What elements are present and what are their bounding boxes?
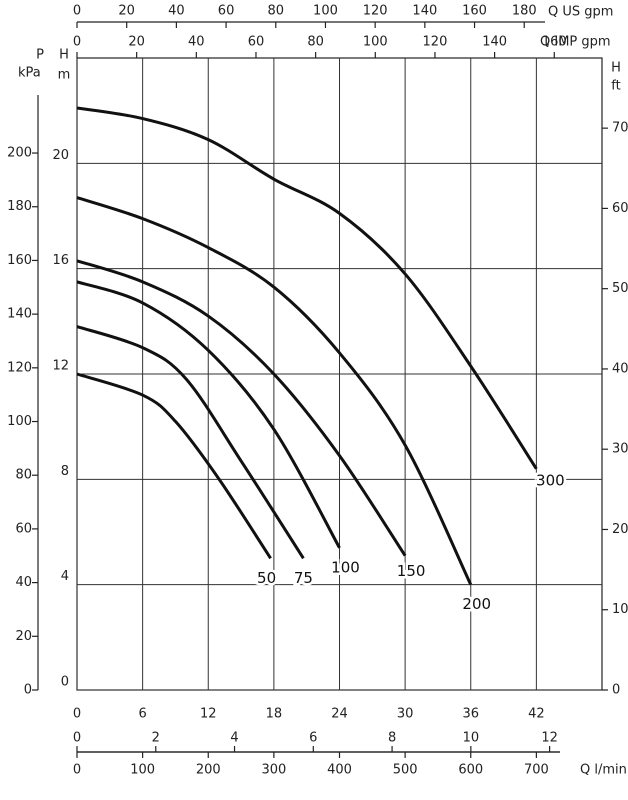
y-tick-label: 100 bbox=[7, 414, 32, 429]
x-tick-label: 120 bbox=[423, 35, 448, 50]
y-tick-label: 80 bbox=[15, 468, 32, 483]
x-tick-label: 100 bbox=[130, 763, 155, 778]
x-tick-label: 0 bbox=[73, 4, 81, 19]
x-tick-label: 180 bbox=[512, 4, 537, 19]
y-tick-label: 8 bbox=[61, 464, 69, 479]
y-tick-label: 140 bbox=[7, 307, 32, 322]
x-tick-label: 40 bbox=[168, 4, 185, 19]
y-tick-label: 30 bbox=[612, 442, 628, 457]
x-tick-label: 200 bbox=[196, 763, 221, 778]
x-tick-label: 300 bbox=[261, 763, 286, 778]
pump-curve bbox=[76, 259, 407, 557]
x-tick-label: 80 bbox=[307, 35, 324, 50]
x-tick-label: 36 bbox=[462, 707, 479, 722]
x-tick-label: 10 bbox=[463, 731, 480, 746]
x-tick-label: 6 bbox=[309, 731, 317, 746]
x-tick-label: 0 bbox=[73, 731, 81, 746]
pump-curve bbox=[76, 372, 272, 560]
curve-label: 200 bbox=[462, 595, 491, 613]
x-axis-title: Q US gpm bbox=[548, 5, 613, 20]
x-tick-label: 160 bbox=[462, 4, 487, 19]
y-axis-title: kPa bbox=[18, 66, 41, 81]
x-tick-label: 0 bbox=[73, 35, 81, 50]
x-tick-label: 4 bbox=[230, 731, 238, 746]
y-tick-label: 120 bbox=[7, 360, 32, 375]
x-tick-label: 700 bbox=[524, 763, 549, 778]
y-tick-label: 180 bbox=[7, 199, 32, 214]
x-tick-label: 100 bbox=[313, 4, 338, 19]
x-tick-label: 8 bbox=[388, 731, 396, 746]
y-axis-title: H bbox=[611, 61, 621, 76]
y-tick-label: 20 bbox=[15, 629, 32, 644]
pump-curve bbox=[76, 196, 473, 586]
y-tick-label: 160 bbox=[7, 253, 32, 268]
x-tick-label: 0 bbox=[73, 763, 81, 778]
x-tick-label: 20 bbox=[128, 35, 145, 50]
x-tick-label: 400 bbox=[327, 763, 352, 778]
y-tick-label: 12 bbox=[52, 359, 69, 374]
x-tick-label: 30 bbox=[397, 707, 414, 722]
y-tick-label: 40 bbox=[15, 575, 32, 590]
curve-label: 300 bbox=[536, 471, 565, 489]
x-tick-label: 100 bbox=[363, 35, 388, 50]
pump-curve bbox=[76, 106, 538, 470]
x-tick-label: 80 bbox=[267, 4, 284, 19]
x-tick-label: 20 bbox=[118, 4, 135, 19]
x-tick-label: 160 bbox=[542, 35, 567, 50]
y-tick-label: 60 bbox=[15, 521, 32, 536]
x-tick-label: 140 bbox=[412, 4, 437, 19]
y-tick-label: 50 bbox=[612, 281, 628, 296]
x-tick-label: 0 bbox=[73, 707, 81, 722]
y-tick-label: 60 bbox=[612, 201, 628, 216]
x-tick-label: 600 bbox=[458, 763, 483, 778]
x-tick-label: 60 bbox=[218, 4, 235, 19]
y-tick-label: 0 bbox=[612, 683, 620, 698]
y-tick-label: 20 bbox=[612, 522, 628, 537]
x-tick-label: 6 bbox=[138, 707, 146, 722]
y-tick-label: 70 bbox=[612, 121, 628, 136]
pump-curve bbox=[76, 280, 341, 549]
x-tick-label: 140 bbox=[482, 35, 507, 50]
y-tick-label: 40 bbox=[612, 361, 628, 376]
y-tick-label: 10 bbox=[612, 602, 628, 617]
y-tick-label: 0 bbox=[24, 683, 32, 698]
x-tick-label: 24 bbox=[331, 707, 348, 722]
y-axis-title: ft bbox=[611, 79, 620, 94]
y-tick-label: 20 bbox=[52, 148, 69, 163]
pump-curve bbox=[76, 325, 305, 560]
y-axis-title: m bbox=[58, 68, 71, 83]
y-tick-label: 0 bbox=[61, 675, 69, 690]
x-tick-label: 2 bbox=[152, 731, 160, 746]
x-tick-label: 120 bbox=[363, 4, 388, 19]
x-axis-title: Q l/min bbox=[580, 763, 627, 778]
x-tick-label: 500 bbox=[393, 763, 418, 778]
x-tick-label: 40 bbox=[188, 35, 205, 50]
curve-label: 50 bbox=[257, 569, 276, 587]
curve-label: 100 bbox=[331, 558, 360, 576]
curve-label: 75 bbox=[294, 569, 313, 587]
y-tick-label: 4 bbox=[61, 569, 69, 584]
x-tick-label: 18 bbox=[266, 707, 283, 722]
y-axis-title: P bbox=[36, 48, 44, 63]
x-axis-title: Q IMP gpm bbox=[540, 35, 611, 50]
curve-label: 150 bbox=[397, 562, 426, 580]
y-tick-label: 16 bbox=[52, 253, 69, 268]
x-tick-label: 12 bbox=[200, 707, 217, 722]
y-tick-label: 200 bbox=[7, 146, 32, 161]
y-axis-title: H bbox=[59, 48, 69, 63]
x-tick-label: 12 bbox=[541, 731, 558, 746]
x-tick-label: 42 bbox=[528, 707, 545, 722]
x-tick-label: 60 bbox=[248, 35, 265, 50]
